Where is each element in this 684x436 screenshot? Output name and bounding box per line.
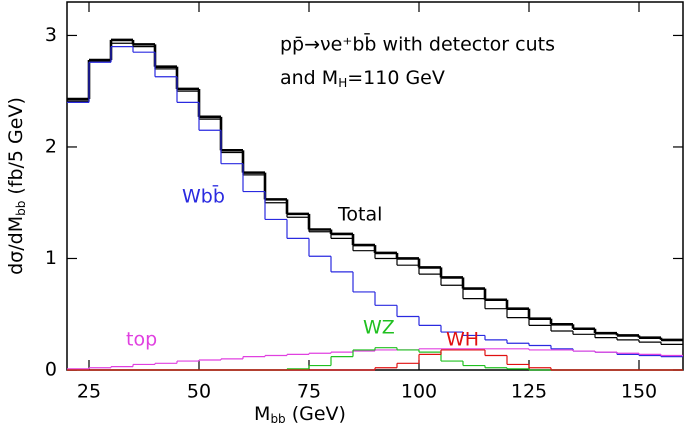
series-label: WZ [363, 317, 395, 339]
plot-frame [66, 1, 684, 371]
x-tick-label: 75 [297, 381, 321, 403]
x-tick-label: 150 [621, 381, 657, 403]
annotation: pp̄→νe⁺bb̄ with detector cuts [280, 31, 555, 55]
y-tick-label: 1 [45, 247, 57, 269]
y-label-part: dσ/dM [5, 216, 27, 275]
x-label-part: (GeV) [286, 403, 346, 425]
annotation: and MH=110 GeV [280, 67, 445, 90]
x-label-sub: bb [270, 412, 285, 426]
annotation-part: =110 GeV [347, 67, 445, 89]
x-tick-label: 125 [511, 381, 547, 403]
y-tick-label: 2 [45, 135, 57, 157]
series-label: Wbb̄ [182, 183, 225, 207]
series-label: top [126, 329, 157, 351]
x-tick-label: 100 [401, 381, 437, 403]
x-tick-label: 25 [77, 381, 101, 403]
annotation-part: and M [280, 67, 338, 89]
x-axis-label: Mbb (GeV) [254, 403, 346, 426]
y-tick-label: 0 [45, 359, 57, 381]
series-label: WH [446, 329, 479, 351]
y-label-part: (fb/5 GeV) [5, 97, 27, 201]
x-label-part: M [254, 403, 270, 425]
x-tick-label: 50 [187, 381, 211, 403]
y-axis-label: dσ/dMbb (fb/5 GeV) [5, 97, 28, 275]
series-label: Total [337, 204, 382, 226]
y-label-sub: bb [14, 201, 28, 216]
annotation-sub: H [338, 76, 347, 90]
y-tick-label: 3 [45, 24, 57, 46]
